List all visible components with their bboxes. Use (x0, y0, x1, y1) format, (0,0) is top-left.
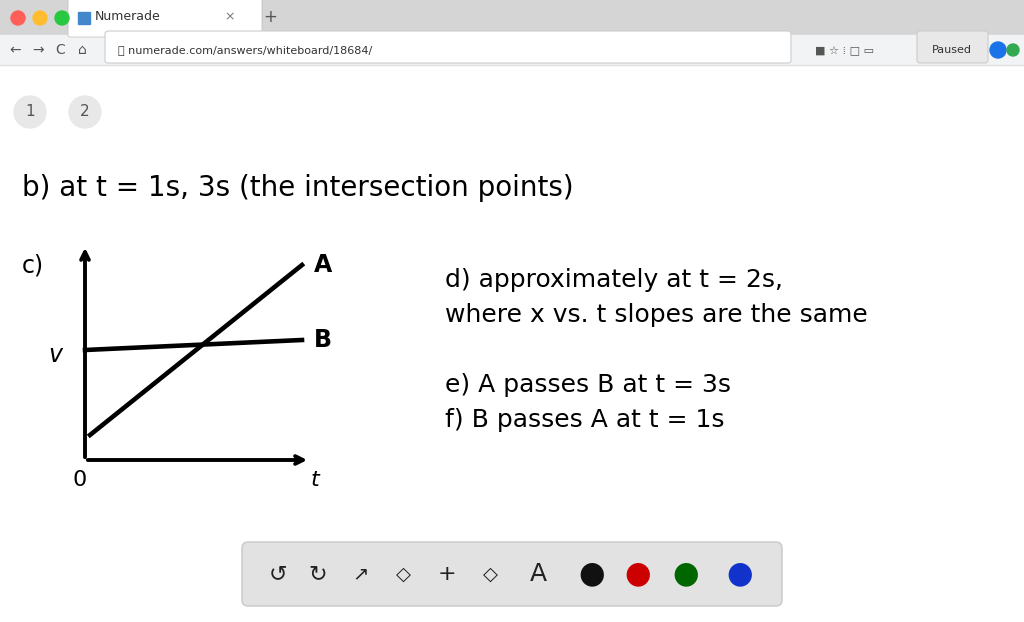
Bar (78, 12, 90, 24)
Text: C: C (55, 43, 65, 57)
Text: e) A passes B at t = 3s: e) A passes B at t = 3s (445, 373, 731, 397)
Text: d) approximately at t = 2s,: d) approximately at t = 2s, (445, 268, 783, 292)
Text: ×: × (224, 11, 236, 24)
Circle shape (69, 96, 101, 128)
Circle shape (14, 96, 46, 128)
Bar (0, 35, 1024, 65)
Text: 2: 2 (80, 104, 90, 119)
Text: b) at t = 1s, 3s (the intersection points): b) at t = 1s, 3s (the intersection point… (22, 174, 573, 202)
Text: Paused: Paused (932, 45, 972, 55)
Circle shape (11, 11, 25, 25)
Text: A: A (314, 253, 332, 277)
Bar (0, 0, 1024, 35)
Text: 0: 0 (73, 470, 87, 490)
Text: f) B passes A at t = 1s: f) B passes A at t = 1s (445, 408, 725, 432)
Text: ↻: ↻ (308, 564, 328, 584)
Text: c): c) (22, 253, 44, 277)
Text: ↗: ↗ (352, 565, 369, 583)
Text: v: v (48, 343, 62, 367)
Text: Numerade: Numerade (95, 11, 161, 24)
FancyBboxPatch shape (918, 31, 988, 63)
Circle shape (990, 42, 1006, 58)
Text: ●: ● (727, 560, 754, 588)
Text: ⌂: ⌂ (78, 43, 86, 57)
Text: ◇: ◇ (395, 565, 411, 583)
Text: ◇: ◇ (482, 565, 498, 583)
Text: A: A (529, 562, 547, 586)
Circle shape (55, 11, 69, 25)
Text: ←: ← (9, 43, 20, 57)
Text: B: B (314, 328, 332, 352)
Bar (0, 65, 1024, 622)
Text: where x vs. t slopes are the same: where x vs. t slopes are the same (445, 303, 867, 327)
Text: ■ ☆ ⁞ □ ▭: ■ ☆ ⁞ □ ▭ (815, 45, 874, 55)
Text: +: + (437, 564, 457, 584)
Text: 1: 1 (26, 104, 35, 119)
FancyBboxPatch shape (68, 0, 262, 37)
Text: ↺: ↺ (268, 564, 288, 584)
FancyBboxPatch shape (105, 31, 791, 63)
Text: +: + (263, 8, 276, 26)
Text: 🔒 numerade.com/answers/whiteboard/18684/: 🔒 numerade.com/answers/whiteboard/18684/ (118, 45, 373, 55)
Circle shape (1007, 44, 1019, 56)
Text: ●: ● (673, 560, 699, 588)
FancyBboxPatch shape (242, 542, 782, 606)
Text: →: → (32, 43, 44, 57)
Circle shape (33, 11, 47, 25)
Text: ●: ● (625, 560, 651, 588)
Text: ●: ● (579, 560, 605, 588)
Text: t: t (310, 470, 319, 490)
